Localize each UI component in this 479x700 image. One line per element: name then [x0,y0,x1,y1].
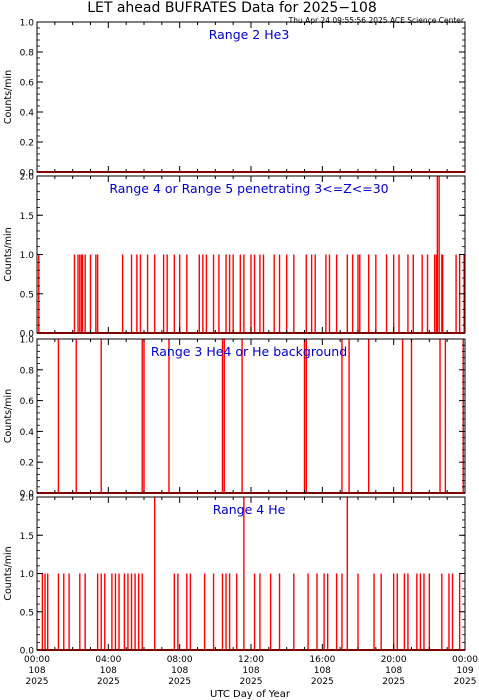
panel-frame [36,21,466,173]
y-tick-label: 2.0 [20,173,35,183]
x-tick-label: 2025 [168,677,191,687]
y-tick-label: 1.5 [20,532,34,542]
y-tick-label: 0.5 [20,290,34,300]
y-axis-label: Counts/min [3,227,14,281]
y-tick-label: 0.5 [20,608,34,618]
x-tick-label: 109 [456,666,473,676]
y-tick-label: 1.5 [20,212,34,222]
y-tick-label: 0.0 [20,490,35,500]
y-tick-label: 0.0 [20,647,35,657]
y-tick-label: 0.6 [20,397,35,407]
x-tick-label: 108 [314,666,331,676]
y-tick-label: 0.6 [20,79,35,89]
y-axis-label: Counts/min [3,546,14,600]
x-tick-label: 108 [100,666,117,676]
x-tick-label: 2025 [454,677,477,687]
y-tick-label: 0.0 [20,169,35,179]
y-tick-label: 1.0 [20,251,35,261]
x-tick-label: 2025 [97,677,120,687]
y-tick-label: 0.4 [20,428,35,438]
y-tick-label: 0.8 [20,49,35,59]
y-tick-label: 0.0 [20,330,35,340]
x-tick-label: 00:00 [452,655,478,665]
time-axis: 00:00108202504:00108202508:00108202512:0… [24,655,478,687]
x-tick-label: 108 [385,666,402,676]
y-axis-label: Counts/min [3,389,14,443]
y-tick-label: 0.2 [20,139,34,149]
y-axis-label: Counts/min [3,70,14,124]
x-tick-label: 108 [242,666,259,676]
panel-4: 0.0 0.5 1.0 1.5 2.0 Counts/min Range 4 He [3,494,466,657]
y-tick-label: 1.0 [20,570,35,580]
x-tick-label: 2025 [26,677,49,687]
x-tick-label: 108 [171,666,188,676]
panel-title: Range 4 He [213,502,286,517]
x-tick-label: 108 [28,666,45,676]
x-tick-label: 2025 [382,677,405,687]
x-tick-label: 2025 [240,677,263,687]
y-tick-label: 0.4 [20,109,35,119]
y-tick-label: 1.0 [20,19,35,29]
x-tick-label: 2025 [311,677,334,687]
panel-1: 0.0 0.2 0.4 0.6 0.8 1.0 Counts/min Range 2 He3 [3,19,466,179]
y-tick-label: 0.2 [20,459,34,469]
panel-title: Range 4 or Range 5 penetrating 3<=Z<=30 [109,181,388,196]
y-tick-label: 0.8 [20,366,35,376]
x-tick-label: 08:00 [167,655,193,665]
y-tick-label: 1.0 [20,336,35,346]
panel-2: 0.0 0.5 1.0 1.5 2.0 Counts/min Range 4 or Rang… [3,173,466,340]
x-tick-label: 16:00 [309,655,335,665]
panel-3: 0.0 0.2 0.4 0.6 0.8 1.0 Counts/min Range 3 He4 … [3,336,466,500]
x-tick-label: 12:00 [238,655,264,665]
x-tick-label: 00:00 [24,655,50,665]
x-axis-label: UTC Day of Year [210,689,291,700]
x-tick-label: 04:00 [95,655,121,665]
panel-title: Range 2 He3 [209,27,290,42]
generation-timestamp: Thu Apr 24 09:55:56 2025 ACE Science Cen… [288,16,465,25]
panel-title: Range 3 He4 or He background [151,344,347,359]
x-tick-label: 20:00 [381,655,407,665]
y-tick-label: 2.0 [20,494,35,504]
figure-title: LET ahead BUFRATES Data for 2025−108 [87,0,377,16]
